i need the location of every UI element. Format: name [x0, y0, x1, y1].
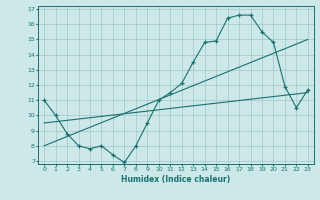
X-axis label: Humidex (Indice chaleur): Humidex (Indice chaleur) [121, 175, 231, 184]
